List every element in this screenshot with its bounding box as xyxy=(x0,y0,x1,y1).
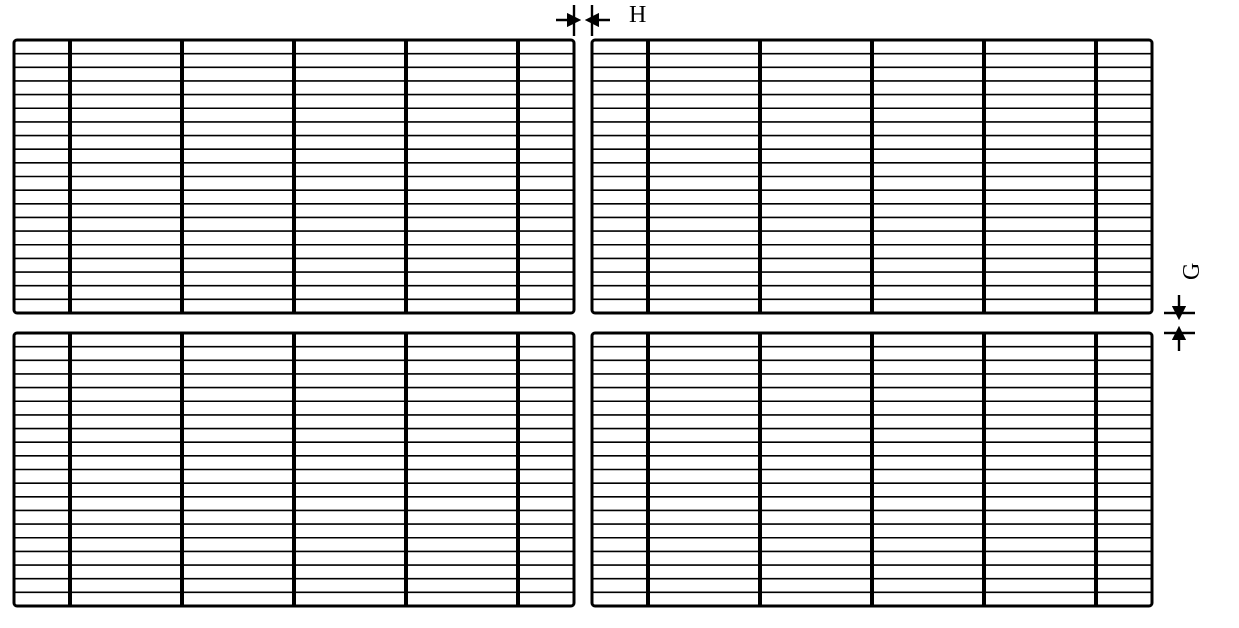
gap-label-h: H xyxy=(629,2,646,28)
gap-label-g: G xyxy=(1179,263,1205,280)
